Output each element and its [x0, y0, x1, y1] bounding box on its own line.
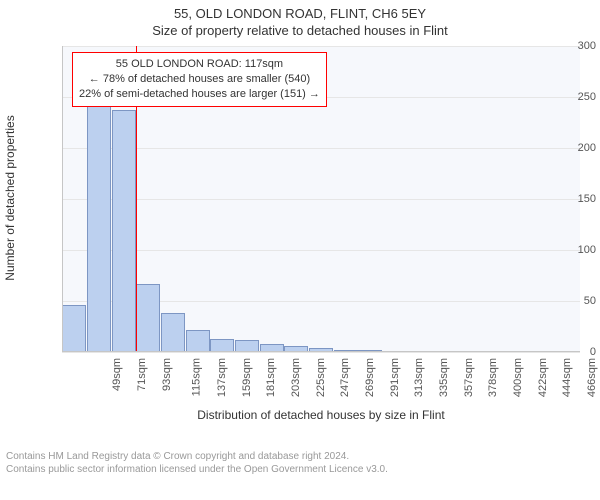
x-tick-label: 291sqm [389, 358, 401, 397]
annotation-line-1: 55 OLD LONDON ROAD: 117sqm [79, 57, 320, 72]
x-tick-label: 422sqm [537, 358, 549, 397]
footer: Contains HM Land Registry data © Crown c… [0, 448, 600, 476]
annotation-box: 55 OLD LONDON ROAD: 117sqm ← 78% of deta… [72, 52, 327, 107]
histogram-bar [112, 110, 136, 352]
x-tick-label: 444sqm [561, 358, 573, 397]
x-tick-label: 313sqm [413, 358, 425, 397]
x-tick-label: 181sqm [265, 358, 277, 397]
histogram-bar [186, 330, 210, 352]
x-tick-label: 269sqm [364, 358, 376, 397]
y-tick-label: 100 [540, 244, 596, 256]
grid-line [62, 199, 580, 200]
grid-line [62, 46, 580, 47]
grid-line [62, 352, 580, 353]
histogram-bar [334, 350, 358, 352]
x-tick-label: 93sqm [161, 358, 173, 391]
annotation-line-2: ← 78% of detached houses are smaller (54… [79, 72, 320, 87]
x-tick-label: 137sqm [216, 358, 228, 397]
histogram-bar [136, 284, 160, 352]
x-tick-label: 247sqm [339, 358, 351, 397]
histogram-bar [358, 350, 382, 352]
x-tick-label: 115sqm [191, 358, 203, 396]
footer-line-2: Contains public sector information licen… [6, 463, 594, 476]
y-tick-label: 200 [540, 142, 596, 154]
x-axis-label: Distribution of detached houses by size … [62, 408, 580, 422]
histogram-bar [260, 344, 284, 352]
histogram-bar [210, 339, 234, 352]
annotation-line-3: 22% of semi-detached houses are larger (… [79, 87, 320, 102]
histogram-chart: 0 50 100 150 200 250 300 Number of detached pr… [0, 38, 600, 448]
footer-line-1: Contains HM Land Registry data © Crown c… [6, 450, 594, 463]
x-tick-label: 400sqm [512, 358, 524, 397]
x-tick-label: 335sqm [438, 358, 450, 397]
y-axis-label: Number of detached properties [3, 48, 17, 348]
page-title-sub: Size of property relative to detached ho… [0, 21, 600, 38]
x-tick-label: 466sqm [586, 358, 598, 397]
page-title-address: 55, OLD LONDON ROAD, FLINT, CH6 5EY [0, 0, 600, 21]
y-tick-label: 300 [540, 40, 596, 52]
x-tick-label: 203sqm [290, 358, 302, 397]
x-tick-label: 225sqm [315, 358, 327, 397]
histogram-bar [161, 313, 185, 352]
grid-line [62, 148, 580, 149]
histogram-bar [284, 346, 308, 352]
y-tick-label: 0 [540, 346, 596, 358]
y-tick-label: 150 [540, 193, 596, 205]
histogram-bar [309, 348, 333, 352]
x-tick-label: 71sqm [136, 358, 148, 391]
y-tick-label: 50 [540, 295, 596, 307]
x-tick-label: 357sqm [463, 358, 475, 397]
y-tick-label: 250 [540, 91, 596, 103]
histogram-bar [235, 340, 259, 352]
histogram-bar [62, 305, 86, 352]
x-tick-label: 159sqm [241, 358, 253, 397]
histogram-bar [87, 94, 111, 352]
x-tick-label: 378sqm [487, 358, 499, 397]
x-tick-label: 49sqm [111, 358, 123, 391]
grid-line [62, 250, 580, 251]
